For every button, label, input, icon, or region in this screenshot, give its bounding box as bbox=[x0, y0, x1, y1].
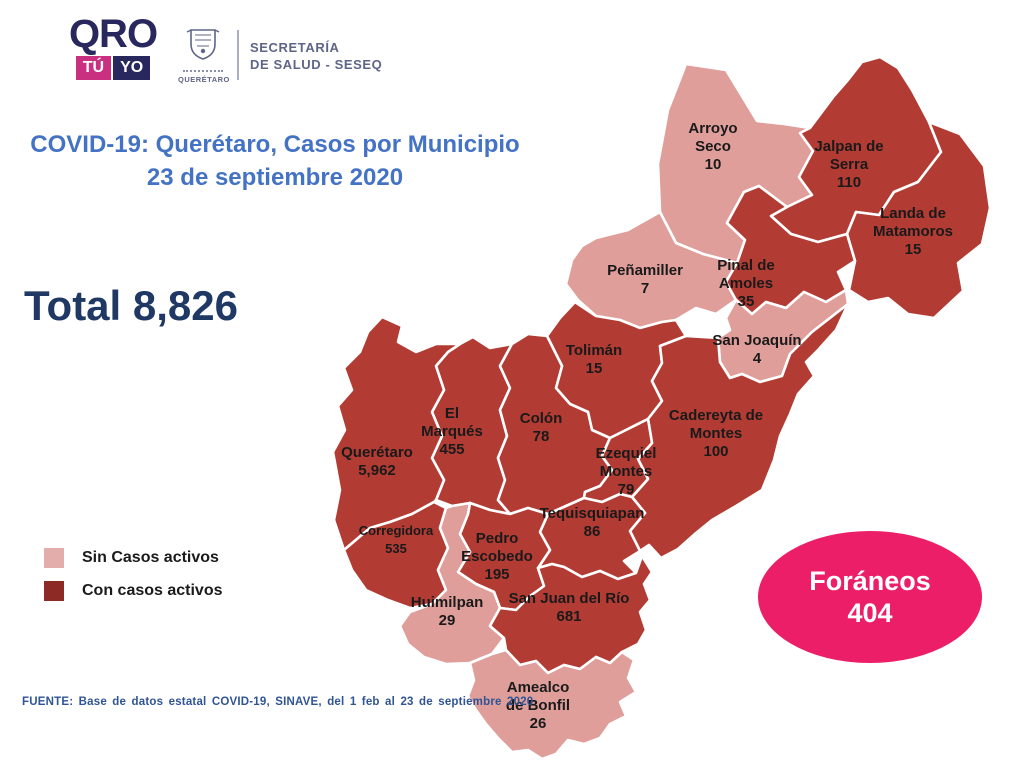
qro-logo-word: QRO bbox=[68, 12, 158, 56]
secretaria-salud-wordmark: SECRETARÍA DE SALUD - SESEQ bbox=[250, 39, 382, 73]
queretaro-crest-logo: QUERÉTARO bbox=[178, 26, 230, 84]
municipality-name-line: Colón bbox=[520, 410, 563, 427]
legend-label-sin-casos: Sin Casos activos bbox=[82, 549, 219, 566]
qro-logo-tu: TÚ bbox=[75, 56, 112, 80]
legend-label-con-casos: Con casos activos bbox=[82, 582, 223, 599]
municipality-name-line: Montes bbox=[600, 463, 653, 480]
municipality-label-penamiller: Peñamiller 7 bbox=[607, 262, 683, 297]
municipality-name-line: Cadereyta de bbox=[669, 407, 763, 424]
foraneos-label: Foráneos bbox=[809, 566, 931, 596]
municipality-cases-value: 86 bbox=[584, 523, 601, 540]
municipality-name-line: Querétaro bbox=[341, 444, 413, 461]
municipality-cases-value: 5,962 bbox=[358, 462, 396, 479]
municipality-label-el-marques: El Marqués 455 bbox=[421, 405, 483, 458]
legend-row-sin: Sin Casos activos bbox=[44, 548, 223, 568]
municipality-cases-value: 681 bbox=[556, 608, 581, 625]
source-note: FUENTE: Base de datos estatal COVID-19, … bbox=[22, 696, 534, 708]
municipality-name-line: Pinal de bbox=[717, 257, 775, 274]
qro-logo-boxes: TÚ YO bbox=[58, 56, 168, 80]
municipality-label-cadereyta: Cadereyta de Montes 100 bbox=[669, 407, 763, 460]
municipality-name-line: de Bonfil bbox=[506, 697, 570, 714]
municipality-cases-value: 7 bbox=[641, 280, 649, 297]
municipality-cases-value: 15 bbox=[905, 241, 922, 258]
municipality-cases-value: 15 bbox=[586, 360, 603, 377]
municipality-name-line: Marqués bbox=[421, 423, 483, 440]
secretaria-line1: SECRETARÍA bbox=[250, 40, 340, 55]
slide-title-line2: 23 de septiembre 2020 bbox=[146, 164, 404, 191]
municipality-cases-value: 455 bbox=[439, 441, 464, 458]
municipality-shape-landa bbox=[845, 120, 992, 320]
municipality-cases-value: 195 bbox=[484, 566, 509, 583]
municipality-label-san-juan-del-rio: San Juan del Río 681 bbox=[509, 590, 630, 625]
municipality-name-line: Montes bbox=[690, 425, 743, 442]
municipality-label-pinal: Pinal de Amoles 35 bbox=[717, 257, 775, 310]
municipality-label-corregidora: Corregidora 535 bbox=[359, 523, 434, 556]
crest-shield-icon bbox=[186, 29, 220, 60]
municipality-name-line: El bbox=[445, 405, 459, 422]
municipality-name-line: Tequisquiapan bbox=[540, 505, 645, 522]
municipality-cases-value: 110 bbox=[837, 174, 861, 191]
municipality-label-landa: Landa de Matamoros 15 bbox=[873, 205, 953, 258]
municipality-label-ezequiel: Ezequiel Montes 79 bbox=[596, 445, 657, 498]
municipality-cases-value: 78 bbox=[533, 428, 550, 445]
foraneos-value: 404 bbox=[847, 598, 893, 628]
municipality-name-line: Amealco bbox=[507, 679, 570, 696]
municipality-cases-value: 535 bbox=[385, 541, 407, 556]
municipality-cases-value: 10 bbox=[705, 156, 722, 173]
municipality-cases-value: 100 bbox=[703, 443, 728, 460]
municipality-label-toliman: Tolimán 15 bbox=[566, 342, 622, 377]
municipality-name-line: Tolimán bbox=[566, 342, 622, 359]
municipality-name-line: Peñamiller bbox=[607, 262, 683, 279]
municipality-label-san-joaquin: San Joaquín 4 bbox=[712, 332, 801, 367]
municipality-label-arroyo-seco: Arroyo Seco 10 bbox=[688, 120, 737, 173]
municipality-label-colon: Colón 78 bbox=[520, 410, 563, 445]
municipality-label-tequisquiapan: Tequisquiapan 86 bbox=[540, 505, 645, 540]
municipality-cases-value: 29 bbox=[439, 612, 456, 629]
municipality-name-line: Corregidora bbox=[359, 523, 434, 538]
municipality-name-line: Pedro bbox=[476, 530, 519, 547]
total-cases: Total 8,826 bbox=[24, 282, 238, 329]
municipality-shape-san-juan-del-rio bbox=[488, 554, 654, 675]
municipality-name-line: San Juan del Río bbox=[509, 590, 630, 607]
legend: Sin Casos activos Con casos activos bbox=[44, 548, 223, 614]
secretaria-line2: DE SALUD - SESEQ bbox=[250, 57, 383, 72]
municipality-cases-value: 26 bbox=[530, 715, 547, 732]
legend-swatch-con-casos bbox=[44, 581, 64, 601]
municipality-name-line: Huimilpan bbox=[411, 594, 484, 611]
municipality-label-jalpan: Jalpan de Serra 110 bbox=[814, 138, 883, 191]
municipality-name-line: Jalpan de bbox=[814, 138, 883, 155]
slide-title: COVID-19: Querétaro, Casos por Municipio… bbox=[8, 128, 542, 194]
municipality-cases-value: 79 bbox=[618, 481, 635, 498]
legend-row-con: Con casos activos bbox=[44, 581, 223, 601]
municipality-name-line: Ezequiel bbox=[596, 445, 657, 462]
municipality-name-line: Amoles bbox=[719, 275, 773, 292]
municipality-name-line: San Joaquín bbox=[712, 332, 801, 349]
municipality-cases-value: 4 bbox=[753, 350, 762, 367]
municipality-name-line: Escobedo bbox=[461, 548, 533, 565]
qro-state-logo: QRO TÚ YO bbox=[58, 12, 168, 80]
qro-logo-yo: YO bbox=[113, 56, 151, 80]
foraneos-badge: Foráneos 404 bbox=[758, 531, 982, 663]
municipality-label-pedro-escobedo: Pedro Escobedo 195 bbox=[461, 530, 533, 583]
logo-divider bbox=[237, 30, 239, 80]
municipality-cases-value: 35 bbox=[738, 293, 755, 310]
municipality-shape-penamiller bbox=[564, 210, 739, 330]
municipality-label-queretaro: Querétaro 5,962 bbox=[341, 444, 413, 479]
slide-title-line1: COVID-19: Querétaro, Casos por Municipio bbox=[30, 131, 520, 158]
municipality-name-line: Seco bbox=[695, 138, 731, 155]
municipality-shape-amealco bbox=[466, 648, 638, 761]
crest-microtext-line bbox=[183, 70, 223, 74]
municipality-name-line: Serra bbox=[830, 156, 869, 173]
municipality-name-line: Matamoros bbox=[873, 223, 953, 240]
legend-swatch-sin-casos bbox=[44, 548, 64, 568]
municipality-name-line: Landa de bbox=[880, 205, 946, 222]
municipality-label-huimilpan: Huimilpan 29 bbox=[411, 594, 484, 629]
municipality-label-amealco: Amealco de Bonfil 26 bbox=[506, 679, 570, 732]
municipality-name-line: Arroyo bbox=[688, 120, 737, 137]
crest-caption: QUERÉTARO bbox=[178, 75, 230, 84]
